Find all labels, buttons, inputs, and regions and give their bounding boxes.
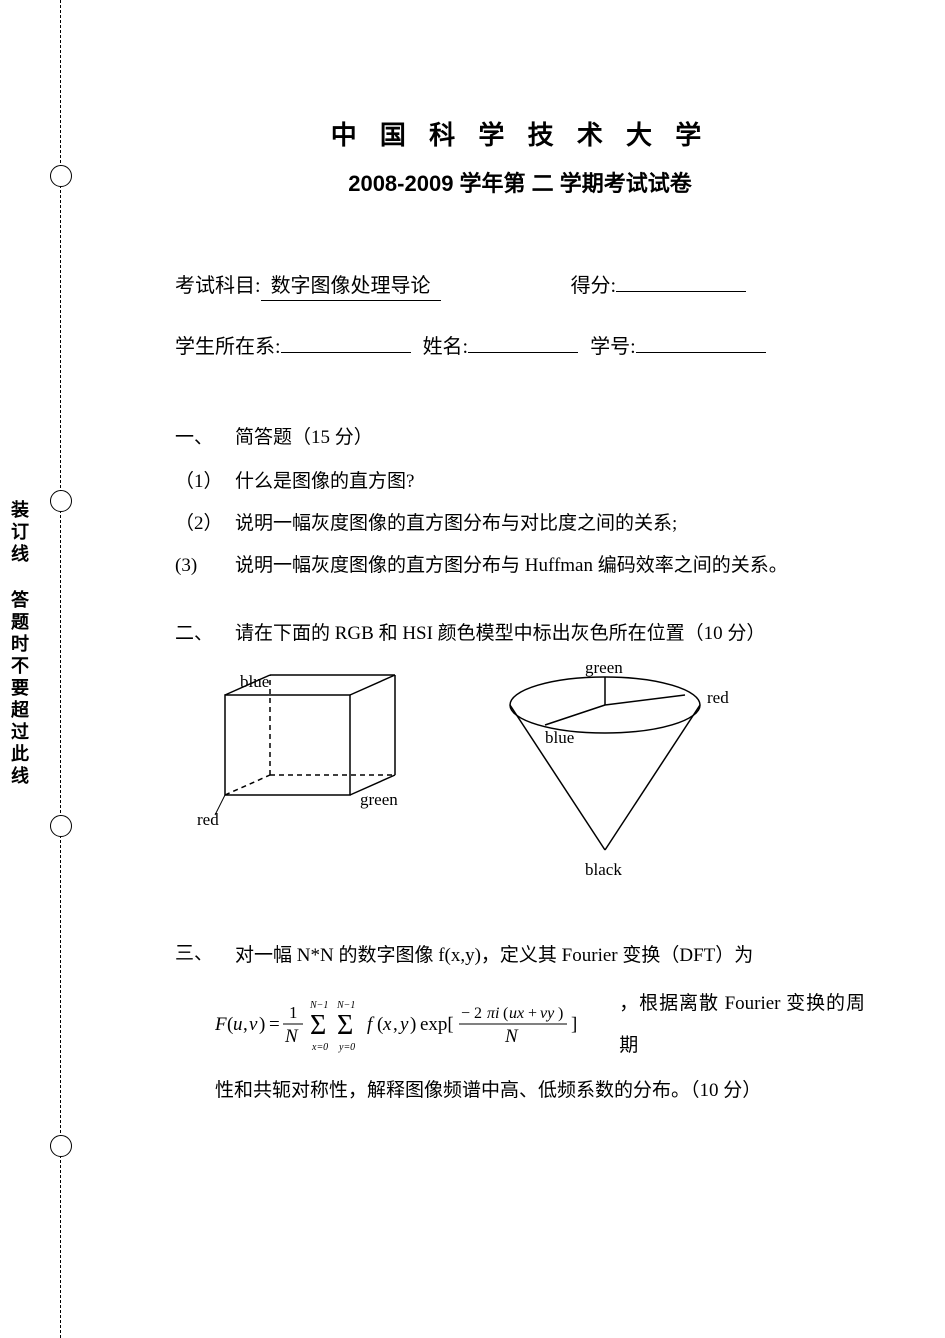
dft-formula: F ( u , v ) = 1 N Σ N−1 x=0 Σ N−1: [215, 994, 619, 1056]
q3-tail-line2: 性和共轭对称性，解释图像频谱中高、低频系数的分布。（10 分）: [175, 1070, 865, 1112]
svg-text:1: 1: [289, 1003, 298, 1022]
svg-text:f: f: [367, 1014, 375, 1035]
question-2: 二、 请在下面的 RGB 和 HSI 颜色模型中标出灰色所在位置（10 分）: [175, 615, 865, 885]
svg-text:+: +: [528, 1005, 537, 1022]
svg-text:Σ: Σ: [310, 1010, 326, 1041]
info-row-subject: 考试科目: 数字图像处理导论 得分:: [175, 268, 865, 301]
q1-sub1-num: （1）: [175, 463, 235, 501]
svg-text:(: (: [503, 1005, 508, 1022]
svg-text:N: N: [504, 1026, 519, 1047]
dept-label: 学生所在系:: [175, 330, 281, 359]
semester-title: 2008-2009 学年第 二 学期考试试卷: [175, 166, 865, 198]
binding-vertical-text: 装订线 答题时不要超过此线: [10, 500, 32, 788]
info-row-student: 学生所在系: 姓名: 学号:: [175, 329, 865, 359]
svg-text:− 2: − 2: [461, 1005, 482, 1022]
hsi-label-blue: blue: [545, 728, 574, 747]
q3-tail-inline: ，根据离散 Fourier 变换的周期: [619, 983, 865, 1067]
q1-num: 一、: [175, 419, 235, 457]
subject-value: 数字图像处理导论: [261, 269, 441, 301]
hsi-cone-diagram: green red blue black: [485, 665, 745, 885]
dept-blank[interactable]: [281, 329, 411, 353]
svg-text:F: F: [215, 1014, 227, 1035]
subject-label: 考试科目:: [175, 269, 261, 298]
name-label: 姓名:: [423, 330, 469, 359]
svg-text:N−1: N−1: [309, 1000, 328, 1011]
rgb-cube-diagram: blue green red: [185, 665, 425, 855]
q1-sub1-text: 什么是图像的直方图?: [235, 463, 414, 501]
svg-text:x: x: [382, 1014, 392, 1035]
q3-formula-row: F ( u , v ) = 1 N Σ N−1 x=0 Σ N−1: [215, 983, 865, 1067]
svg-text:): ): [558, 1005, 563, 1022]
svg-text:=: =: [269, 1014, 280, 1035]
svg-text:πi: πi: [487, 1005, 499, 1022]
binding-circle: [50, 490, 72, 512]
exam-content: 中 国 科 学 技 术 大 学 2008-2009 学年第 二 学期考试试卷 考…: [175, 115, 865, 1112]
svg-text:y: y: [398, 1014, 409, 1035]
id-blank[interactable]: [636, 329, 766, 353]
q3-intro: 对一幅 N*N 的数字图像 f(x,y)，定义其 Fourier 变换（DFT）…: [235, 935, 753, 977]
id-label: 学号:: [590, 330, 636, 359]
university-title: 中 国 科 学 技 术 大 学: [175, 115, 865, 152]
rgb-label-blue: blue: [240, 672, 269, 691]
svg-text:Σ: Σ: [337, 1010, 353, 1041]
hsi-label-black: black: [585, 860, 622, 879]
hsi-label-green: green: [585, 665, 623, 677]
svg-text:): ): [259, 1014, 265, 1035]
svg-text:u: u: [233, 1014, 243, 1035]
q1-sub3-num: (3): [175, 547, 235, 585]
color-model-diagrams: blue green red: [175, 665, 865, 885]
svg-text:N: N: [284, 1026, 299, 1047]
question-1: 一、 简答题（15 分） （1） 什么是图像的直方图? （2） 说明一幅灰度图像…: [175, 419, 865, 585]
svg-text:ux: ux: [509, 1005, 524, 1022]
score-label: 得分:: [571, 269, 617, 298]
svg-text:]: ]: [571, 1014, 577, 1035]
q2-num: 二、: [175, 615, 235, 653]
svg-text:N−1: N−1: [336, 1000, 355, 1011]
hsi-label-red: red: [707, 688, 729, 707]
q1-title: 简答题（15 分）: [235, 419, 373, 457]
question-3: 三、 对一幅 N*N 的数字图像 f(x,y)，定义其 Fourier 变换（D…: [175, 935, 865, 1112]
svg-text:exp[: exp[: [420, 1014, 454, 1035]
svg-text:,: ,: [393, 1014, 398, 1035]
svg-text:y=0: y=0: [338, 1042, 355, 1053]
binding-margin: 装订线 答题时不要超过此线: [0, 0, 95, 1338]
q1-sub2-num: （2）: [175, 505, 235, 543]
svg-text:,: ,: [243, 1014, 248, 1035]
binding-circle: [50, 165, 72, 187]
svg-text:x=0: x=0: [311, 1042, 328, 1053]
q1-sub3-text: 说明一幅灰度图像的直方图分布与 Huffman 编码效率之间的关系。: [235, 547, 788, 585]
score-blank[interactable]: [616, 268, 746, 292]
name-blank[interactable]: [468, 329, 578, 353]
binding-circle: [50, 1135, 72, 1157]
q1-sub2-text: 说明一幅灰度图像的直方图分布与对比度之间的关系;: [235, 505, 677, 543]
q2-title: 请在下面的 RGB 和 HSI 颜色模型中标出灰色所在位置（10 分）: [235, 615, 765, 653]
q3-num: 三、: [175, 935, 235, 977]
svg-text:): ): [410, 1014, 416, 1035]
rgb-label-green: green: [360, 790, 398, 809]
binding-circle: [50, 815, 72, 837]
svg-text:v: v: [249, 1014, 258, 1035]
svg-text:vy: vy: [540, 1005, 555, 1022]
